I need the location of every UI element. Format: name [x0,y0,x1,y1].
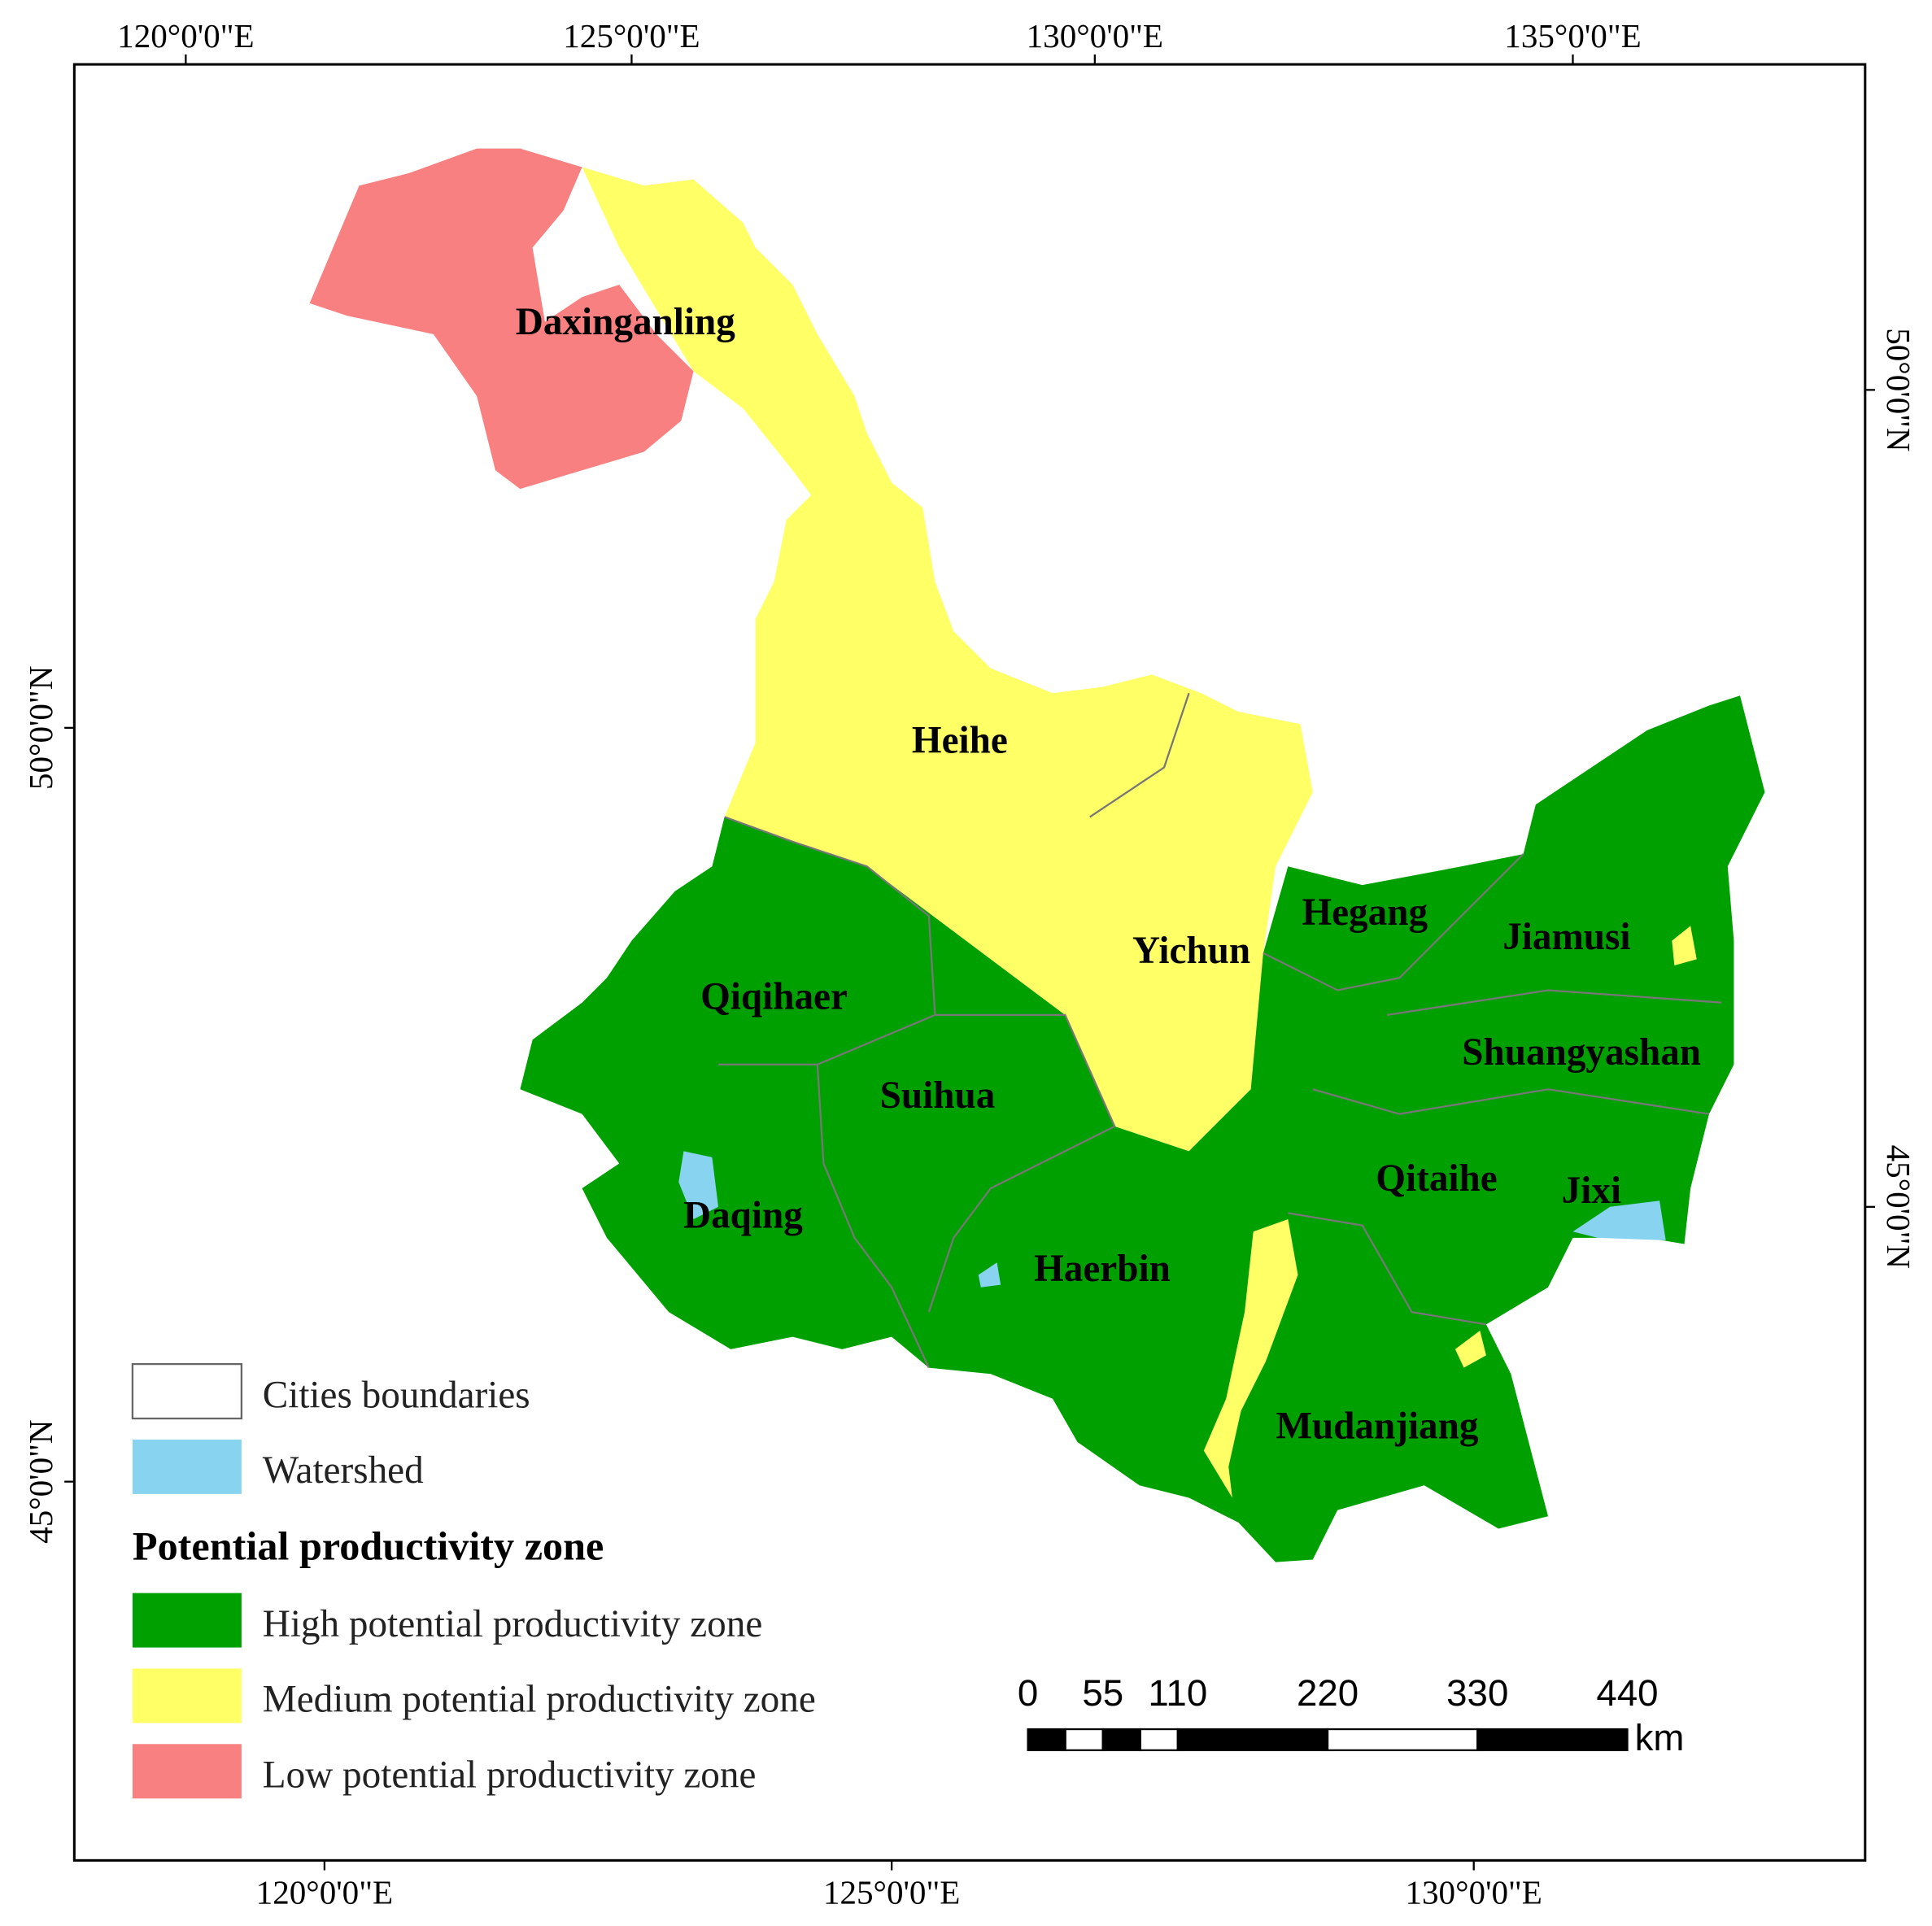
lon-label: 130°0'0"E [1027,17,1163,54]
legend-swatch [131,1362,243,1420]
watershed [1572,1200,1666,1240]
medium-zone [1672,926,1697,966]
lon-label: 130°0'0"E [1405,1874,1542,1911]
city-label: Daqing [683,1195,803,1237]
legend-swatch [132,1744,242,1799]
scale-label: 220 [1297,1672,1359,1714]
legend-title: Potential productivity zone [133,1523,604,1569]
watershed [978,1262,1001,1288]
city-label: Qitaihe [1376,1157,1497,1200]
lat-label: 50°0'0"N [22,666,59,790]
lat-label: 45°0'0"N [22,1419,59,1543]
city-label: Jiamusi [1502,916,1630,958]
legend-zones: High potential productivity zone Medium p… [132,1593,816,1799]
city-label: Jixi [1562,1170,1621,1212]
city-label: Qiqihaer [700,975,848,1017]
medium-zone [1203,1219,1298,1498]
scale-label: 440 [1596,1672,1658,1714]
city-boundary [927,1013,1116,1313]
medium-zone [582,167,1313,1152]
scale-label: 330 [1446,1672,1508,1714]
city-label: Haerbin [1034,1248,1171,1290]
scale-label: 55 [1082,1672,1123,1714]
lat-label: 50°0'0"N [1880,328,1917,451]
lon-label: 135°0'0"E [1504,17,1641,54]
legend-label: Cities boundaries [263,1374,530,1416]
lon-label: 125°0'0"E [563,17,700,54]
city-label: Suihua [880,1074,996,1117]
city-label: Yichun [1132,930,1250,972]
low-zone [309,148,694,490]
high-zone [520,695,1765,1562]
scale-unit: km [1635,1717,1685,1758]
scale-label: 0 [1018,1672,1038,1714]
city-boundary [816,1064,930,1369]
medium-zone [1454,1330,1486,1368]
legend-swatch [132,1593,242,1648]
city-boundary [1263,853,1524,991]
city-label: Hegang [1302,891,1428,934]
city-label: Daxinganling [516,301,735,343]
scale-segment [1101,1728,1141,1752]
city-boundary [1386,989,1722,1017]
city-boundary [1312,1088,1710,1115]
legend-swatch [132,1439,242,1494]
city-label: Heihe [912,719,1008,761]
legend-label: Watershed [263,1449,424,1492]
frame-ticks [64,54,1875,1871]
legend-label: Low potential productivity zone [263,1754,757,1797]
scale-segment [1027,1728,1066,1752]
lon-label: 120°0'0"E [117,17,254,54]
scale-label: 110 [1148,1672,1207,1714]
lon-label: 125°0'0"E [823,1874,960,1911]
scale-segment [1326,1728,1479,1752]
city-label: Shuangyashan [1462,1031,1701,1074]
legend-label: High potential productivity zone [263,1603,763,1645]
scale-segment [1476,1728,1629,1752]
lat-label: 45°0'0"N [1880,1145,1917,1269]
lon-label: 120°0'0"E [256,1874,393,1911]
scale-segment [1139,1728,1179,1752]
watershed [678,1151,719,1220]
city-boundary [1089,692,1190,818]
scale-segment [1064,1728,1104,1752]
legend-label: Medium potential productivity zone [263,1679,816,1721]
city-boundary [1288,1212,1487,1326]
legend-swatch [132,1668,242,1723]
city-label: Mudanjiang [1276,1405,1478,1447]
scale-segment [1176,1728,1329,1752]
